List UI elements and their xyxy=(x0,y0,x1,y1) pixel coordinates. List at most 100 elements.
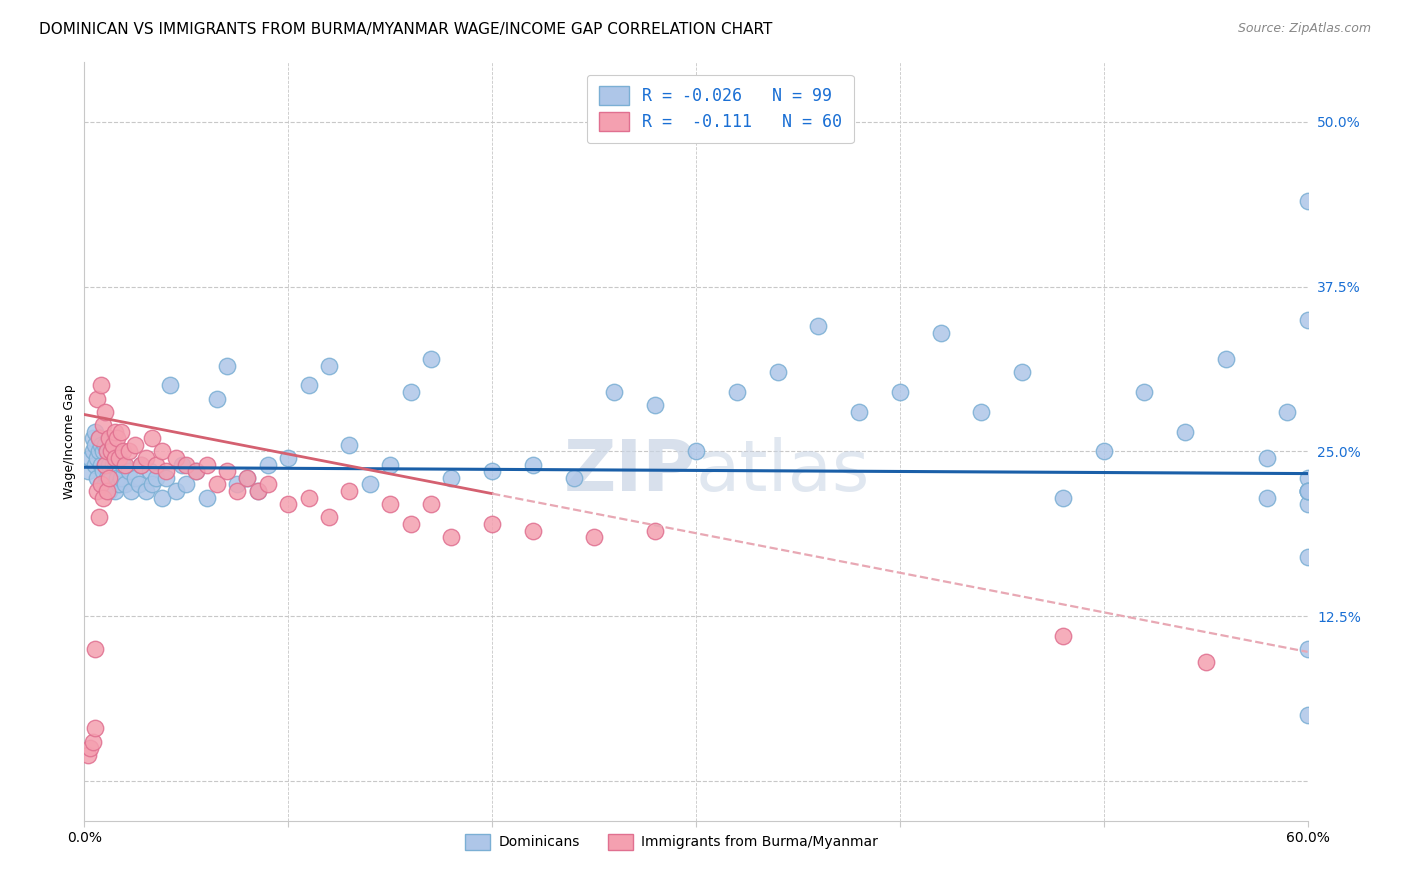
Point xyxy=(90,438,112,452)
Point xyxy=(205,392,228,406)
Point xyxy=(101,458,124,472)
Point xyxy=(124,438,146,452)
Point xyxy=(339,483,361,498)
Text: atlas: atlas xyxy=(696,437,870,507)
Point xyxy=(766,365,789,379)
Point xyxy=(141,477,163,491)
Point xyxy=(131,458,153,472)
Point xyxy=(128,477,150,491)
Point xyxy=(165,450,187,465)
Point xyxy=(91,464,114,478)
Point xyxy=(104,460,127,475)
Point xyxy=(1296,312,1319,326)
Point xyxy=(1296,483,1319,498)
Point xyxy=(1296,497,1319,511)
Point xyxy=(83,425,105,439)
Point xyxy=(205,477,228,491)
Text: Source: ZipAtlas.com: Source: ZipAtlas.com xyxy=(1237,22,1371,36)
Point xyxy=(108,450,131,465)
Point xyxy=(105,471,128,485)
Point xyxy=(440,530,463,544)
Point xyxy=(135,483,157,498)
Point xyxy=(77,464,100,478)
Point xyxy=(93,405,115,419)
Point xyxy=(359,477,381,491)
Point xyxy=(124,471,146,485)
Point xyxy=(91,491,114,505)
Point xyxy=(186,464,208,478)
Point xyxy=(90,477,112,491)
Point xyxy=(110,471,132,485)
Point xyxy=(380,458,402,472)
Point xyxy=(104,450,127,465)
Point xyxy=(725,385,748,400)
Text: ZIP: ZIP xyxy=(564,437,696,507)
Point xyxy=(339,438,361,452)
Point xyxy=(522,524,544,538)
Point xyxy=(97,431,120,445)
Point xyxy=(929,326,952,340)
Point xyxy=(100,444,122,458)
Point xyxy=(644,524,666,538)
Point xyxy=(522,458,544,472)
Point xyxy=(257,477,280,491)
Point xyxy=(114,458,136,472)
Point xyxy=(83,722,105,736)
Point xyxy=(848,405,870,419)
Point xyxy=(246,483,269,498)
Point xyxy=(114,477,136,491)
Point xyxy=(87,444,110,458)
Point xyxy=(246,483,269,498)
Point xyxy=(87,431,110,445)
Point xyxy=(86,471,108,485)
Point xyxy=(1195,656,1218,670)
Point xyxy=(165,483,187,498)
Point xyxy=(1256,491,1278,505)
Point xyxy=(79,450,101,465)
Point xyxy=(155,471,177,485)
Point xyxy=(970,405,993,419)
Point xyxy=(90,378,112,392)
Point xyxy=(399,516,422,531)
Point xyxy=(174,477,197,491)
Point xyxy=(82,734,104,748)
Point xyxy=(481,464,503,478)
Point xyxy=(217,464,239,478)
Point xyxy=(90,477,112,491)
Point xyxy=(91,444,114,458)
Point xyxy=(87,510,110,524)
Point xyxy=(97,458,120,472)
Point xyxy=(104,425,127,439)
Point xyxy=(380,497,402,511)
Point xyxy=(1011,365,1033,379)
Point xyxy=(83,438,105,452)
Point xyxy=(481,516,503,531)
Point xyxy=(226,477,249,491)
Point xyxy=(420,497,443,511)
Point xyxy=(108,450,131,465)
Point xyxy=(603,385,626,400)
Y-axis label: Wage/Income Gap: Wage/Income Gap xyxy=(63,384,76,499)
Point xyxy=(399,385,422,400)
Point xyxy=(1277,405,1299,419)
Point xyxy=(236,471,259,485)
Point xyxy=(277,450,299,465)
Point xyxy=(97,471,120,485)
Point xyxy=(112,444,135,458)
Point xyxy=(96,471,118,485)
Point xyxy=(77,747,100,762)
Point xyxy=(86,483,108,498)
Point xyxy=(104,483,127,498)
Point xyxy=(236,471,259,485)
Point xyxy=(118,444,141,458)
Point xyxy=(807,319,830,334)
Point xyxy=(86,450,108,465)
Point xyxy=(583,530,606,544)
Point xyxy=(1296,483,1319,498)
Point xyxy=(186,464,208,478)
Point xyxy=(1256,450,1278,465)
Point xyxy=(644,398,666,412)
Point xyxy=(155,464,177,478)
Point xyxy=(318,510,340,524)
Point xyxy=(195,491,218,505)
